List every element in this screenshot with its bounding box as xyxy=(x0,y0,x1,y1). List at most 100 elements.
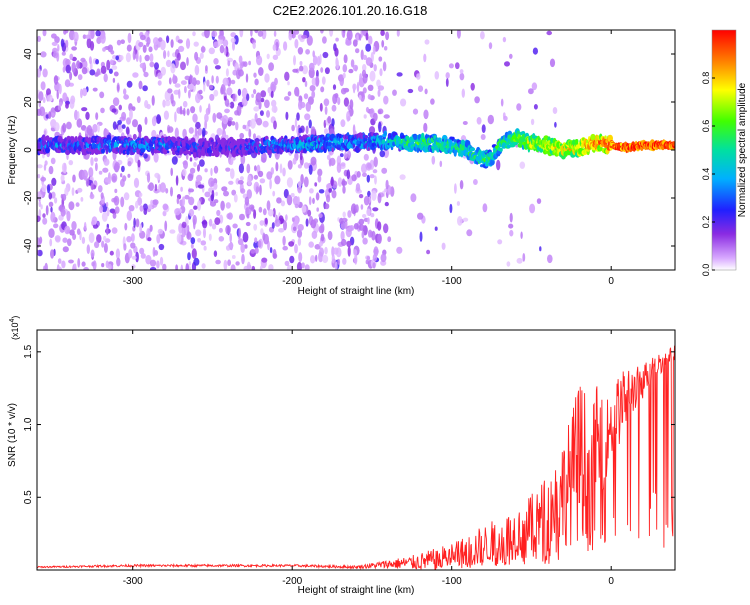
spectrogram-cell xyxy=(423,53,427,63)
spectrogram-cell xyxy=(190,237,196,245)
spectrogram-cell xyxy=(48,228,55,239)
spectrogram-cell xyxy=(399,174,406,180)
spectrogram-cell xyxy=(319,102,323,112)
spectrogram-cell xyxy=(253,133,256,140)
spectrogram-cell xyxy=(546,30,552,36)
spectrogram-cell xyxy=(327,230,333,241)
spectrogram-cell xyxy=(211,223,217,230)
spectrogram-cell xyxy=(296,261,303,270)
spectrogram-cell xyxy=(362,214,367,218)
spectrogram-cell xyxy=(203,245,207,251)
spectrogram-cell xyxy=(178,88,181,99)
spectrogram-cell xyxy=(113,195,120,206)
spectrogram-cell xyxy=(213,182,218,190)
spectrogram-cell xyxy=(244,196,250,206)
spectrogram-cell xyxy=(210,167,213,177)
spectrogram-cell xyxy=(132,133,137,140)
spectrogram-cell xyxy=(243,61,248,67)
spectrogram-cell xyxy=(516,103,522,111)
spectrogram-cell xyxy=(300,174,304,185)
spectrogram-cell xyxy=(456,30,461,39)
spectrogram-cell xyxy=(194,127,198,137)
spectrogram-cell xyxy=(372,45,376,55)
spectrogram-cell xyxy=(473,179,478,185)
spectrogram-cell xyxy=(192,113,198,123)
spectrogram-cell xyxy=(76,60,81,69)
snr-y-tick-label: 0.5 xyxy=(23,490,34,504)
spectrogram-cell xyxy=(241,96,248,107)
spectrogram-cell xyxy=(504,61,510,67)
spectrogram-cell xyxy=(167,50,170,58)
spectrogram-cell xyxy=(65,102,69,109)
spectrogram-cell xyxy=(366,174,370,183)
spectrogram-cell xyxy=(466,229,473,237)
spectrogram-cell xyxy=(104,177,110,183)
spectrogram-cell xyxy=(377,221,382,231)
spectrogram-cell xyxy=(284,71,290,82)
spectrogram-cell xyxy=(149,267,157,270)
spectrogram-cell xyxy=(170,63,176,74)
spectrogram-cell xyxy=(95,162,98,172)
spectrogram-cell xyxy=(183,107,186,117)
spectrogram-cell xyxy=(192,31,196,37)
spectrogram-cell xyxy=(218,35,225,40)
spectrogram-cell xyxy=(309,188,314,194)
spectrogram-cell xyxy=(253,106,260,112)
spectrogram-cell xyxy=(195,80,201,85)
spectrogram-cell xyxy=(44,262,48,270)
spectrogram-cell xyxy=(112,77,116,83)
spectrogram-ridge-cell xyxy=(493,150,496,154)
spectrogram-cell xyxy=(288,241,295,247)
spectrogram-cell xyxy=(146,172,151,183)
spectrogram-cell xyxy=(228,242,234,249)
spectrogram-cell xyxy=(344,152,348,159)
snr-multiplier-base: (x10 xyxy=(10,322,20,340)
spectrogram-ridge-cell xyxy=(101,148,105,154)
spectrogram-cell xyxy=(378,56,383,62)
spectrogram-cell xyxy=(124,222,128,231)
spectrogram-cell xyxy=(111,173,118,183)
spectrogram-cell xyxy=(82,87,88,97)
spectrogram-cell xyxy=(329,30,334,37)
spectrogram-cell xyxy=(123,88,127,95)
spectrogram-cell xyxy=(346,111,351,122)
spectrogram-cell xyxy=(508,223,514,229)
spectrogram-ridge-cell xyxy=(383,131,387,136)
spectrogram-cell xyxy=(266,200,271,211)
spectrogram-cell xyxy=(455,62,460,70)
spectrogram-cell xyxy=(363,114,367,119)
spectrogram-cell xyxy=(110,50,115,55)
spectrogram-cell xyxy=(224,108,230,114)
spectrogram-cell xyxy=(279,163,283,174)
spectrogram-cell xyxy=(529,203,536,214)
spectrogram-cell xyxy=(377,193,382,204)
spectrogram-cell xyxy=(324,106,328,115)
spectrogram-cell xyxy=(296,112,300,121)
spectrogram-cell xyxy=(81,169,88,180)
spectrogram-cell xyxy=(358,224,365,231)
spectrogram-cell xyxy=(297,237,302,246)
snr-x-tick-label: -100 xyxy=(442,576,462,587)
spectrogram-cell xyxy=(263,233,269,245)
spectrogram-cell xyxy=(186,57,189,66)
spectrogram-cell xyxy=(116,39,122,46)
spectrogram-cell xyxy=(316,207,320,212)
spectrogram-cell xyxy=(311,77,316,86)
spectrogram-cell xyxy=(143,208,148,215)
spectrogram-cell xyxy=(75,202,80,207)
spectrogram-ridge-cell xyxy=(590,133,596,141)
chart-title: C2E2.2026.101.20.16.G18 xyxy=(273,3,428,18)
spectrogram-cell xyxy=(372,253,378,262)
spectrogram-cell xyxy=(146,228,151,239)
spectrogram-cell xyxy=(123,192,130,201)
spectrogram-x-tick-label: -300 xyxy=(123,276,143,287)
spectrogram-cell xyxy=(48,111,52,119)
spectrogram-cell xyxy=(283,220,287,231)
spectrogram-cell xyxy=(296,229,303,238)
spectrogram-cell xyxy=(132,50,136,61)
spectrogram-cell xyxy=(474,96,480,104)
spectrogram-cell xyxy=(82,34,87,39)
spectrogram-cell xyxy=(102,235,107,241)
spectrogram-cell xyxy=(342,64,348,73)
spectrogram-cell xyxy=(71,46,77,51)
